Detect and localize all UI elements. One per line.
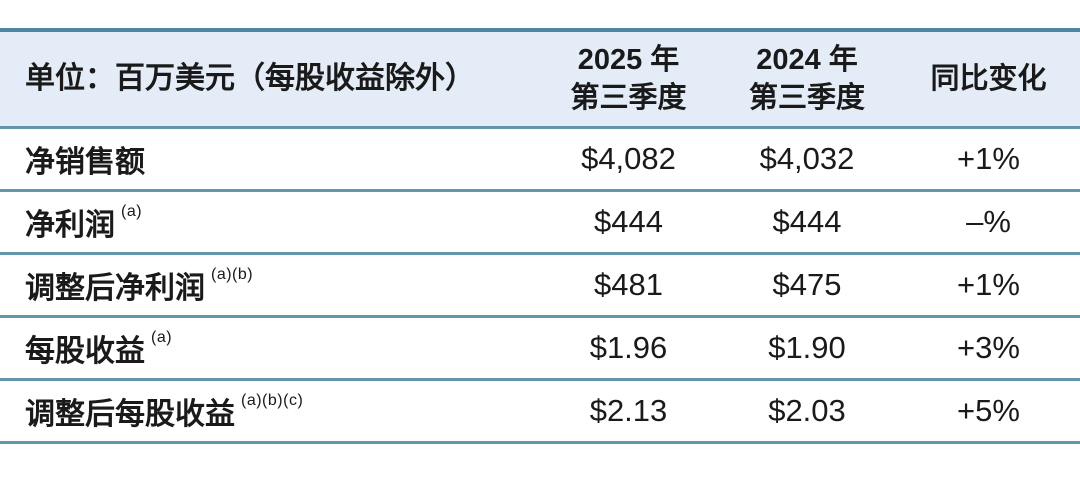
value-yoy-change: +3% <box>957 330 1020 365</box>
value-cell-yoy: –% <box>897 192 1080 252</box>
value-cell-q3-2024: $475 <box>717 255 897 315</box>
metric-label: 调整后每股收益 <box>25 398 235 431</box>
value-cell-q3-2025: $444 <box>540 192 717 252</box>
column-header-year-2025: 2025 年 <box>577 43 680 76</box>
value-cell-q3-2025: $4,082 <box>540 129 717 189</box>
table-row-net-sales: 净销售额 $4,082 $4,032 +1% <box>0 126 1080 189</box>
value-cell-q3-2024: $2.03 <box>717 381 897 441</box>
metric-cell: 净销售额 <box>0 129 540 189</box>
value-cell-q3-2024: $1.90 <box>717 318 897 378</box>
column-header-q3-2025: 2025 年 第三季度 <box>540 32 717 126</box>
footnote-superscript: (a)(b) <box>211 266 254 283</box>
value-yoy-change: +5% <box>957 393 1020 428</box>
value-q3-2024: $2.03 <box>768 393 846 428</box>
value-yoy-change: +1% <box>957 141 1020 176</box>
value-q3-2024: $444 <box>772 204 842 239</box>
value-cell-q3-2025: $481 <box>540 255 717 315</box>
value-q3-2024: $1.90 <box>768 330 846 365</box>
metric-label: 调整后净利润 <box>25 272 205 305</box>
column-header-yoy-change: 同比变化 <box>897 32 1080 126</box>
column-header-yoy-label: 同比变化 <box>930 62 1047 95</box>
value-q3-2025: $1.96 <box>589 330 668 365</box>
financial-results-table: 单位：百万美元（每股收益除外） 2025 年 第三季度 2024 年 第三季度 … <box>0 28 1080 444</box>
value-cell-yoy: +3% <box>897 318 1080 378</box>
unit-header-cell: 单位：百万美元（每股收益除外） <box>0 32 540 126</box>
value-cell-yoy: +1% <box>897 129 1080 189</box>
table-row-adjusted-net-income: 调整后净利润 (a)(b) $481 $475 +1% <box>0 252 1080 315</box>
value-cell-q3-2024: $444 <box>717 192 897 252</box>
table-row-eps: 每股收益 (a) $1.96 $1.90 +3% <box>0 315 1080 378</box>
value-q3-2025: $481 <box>594 267 663 302</box>
value-q3-2024: $4,032 <box>759 141 855 176</box>
value-yoy-change: +1% <box>957 267 1020 302</box>
column-header-quarter-2025: 第三季度 <box>570 82 687 114</box>
unit-header-label: 单位：百万美元（每股收益除外） <box>25 62 475 96</box>
column-header-q3-2024: 2024 年 第三季度 <box>717 32 897 126</box>
value-cell-yoy: +5% <box>897 381 1080 441</box>
metric-label: 净利润 <box>25 209 115 242</box>
metric-cell: 净利润 (a) <box>0 192 540 252</box>
metric-label: 每股收益 <box>25 335 145 368</box>
value-cell-q3-2025: $1.96 <box>540 318 717 378</box>
metric-cell: 调整后每股收益 (a)(b)(c) <box>0 381 540 441</box>
value-cell-yoy: +1% <box>897 255 1080 315</box>
table-row-adjusted-eps: 调整后每股收益 (a)(b)(c) $2.13 $2.03 +5% <box>0 378 1080 441</box>
value-q3-2025: $444 <box>594 204 663 239</box>
value-yoy-change: –% <box>966 204 1011 239</box>
metric-label: 净销售额 <box>25 146 145 179</box>
value-q3-2024: $475 <box>772 267 842 302</box>
value-cell-q3-2024: $4,032 <box>717 129 897 189</box>
table-header-row: 单位：百万美元（每股收益除外） 2025 年 第三季度 2024 年 第三季度 … <box>0 32 1080 126</box>
column-header-year-2024: 2024 年 <box>756 43 858 76</box>
metric-cell: 调整后净利润 (a)(b) <box>0 255 540 315</box>
value-cell-q3-2025: $2.13 <box>540 381 717 441</box>
value-q3-2025: $4,082 <box>581 141 676 176</box>
column-header-quarter-2024: 第三季度 <box>748 82 865 114</box>
footnote-superscript: (a)(b)(c) <box>241 392 304 409</box>
metric-cell: 每股收益 (a) <box>0 318 540 378</box>
footnote-superscript: (a) <box>121 203 143 220</box>
footnote-superscript: (a) <box>151 329 173 346</box>
value-q3-2025: $2.13 <box>589 393 668 428</box>
table-row-net-income: 净利润 (a) $444 $444 –% <box>0 189 1080 252</box>
